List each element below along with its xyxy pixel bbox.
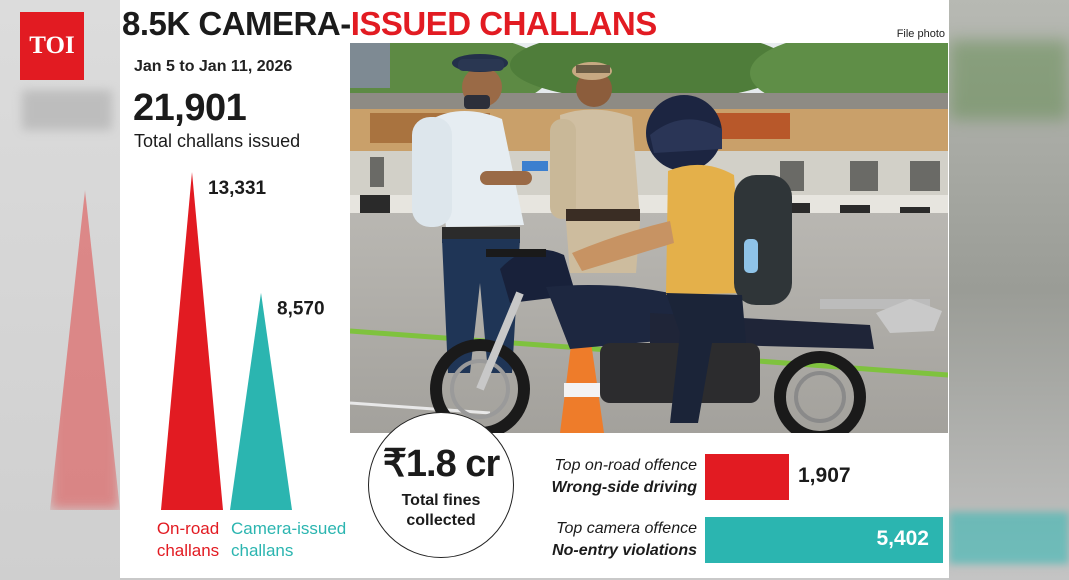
category-label-onroad: On-road challans	[148, 518, 228, 562]
fines-label-line1: Total fines	[401, 492, 481, 509]
onroad-offence-value: 1,907	[798, 464, 851, 487]
blurred-backdrop-right	[949, 0, 1069, 580]
category-label-onroad-line2: challans	[156, 541, 220, 560]
camera-offence-title: Top camera offence	[556, 520, 697, 537]
category-label-camera-line2: challans	[231, 541, 294, 560]
blurred-backdrop-left	[0, 0, 120, 580]
triangle-value-label-onroad: 13,331	[208, 178, 267, 199]
fines-label-line2: collected	[406, 512, 476, 529]
headline-part-2: ISSUED CHALLANS	[350, 5, 658, 42]
fines-label: Total fines collected	[369, 491, 513, 531]
backdrop-blur-bar	[949, 512, 1069, 564]
fines-amount: ₹1.8 cr	[382, 443, 500, 485]
onroad-offence-title: Top on-road offence	[554, 457, 697, 474]
traffic-police-photo	[350, 43, 948, 433]
photo-credit: File photo	[896, 28, 945, 40]
triangle-value-label-camera: 8,570	[277, 299, 325, 320]
triangle-bar-camera	[230, 292, 292, 510]
period-label: Jan 5 to Jan 11, 2026	[134, 58, 293, 75]
fines-circle: ₹1.8 cr Total fines collected	[368, 412, 514, 558]
total-challans-value: 21,901	[133, 87, 247, 129]
infographic-card: 8.5K CAMERA-ISSUED CHALLANS File photo J…	[120, 0, 949, 578]
triangle-bar-onroad	[161, 172, 223, 510]
backdrop-blur-shape	[50, 190, 120, 510]
toi-logo[interactable]: TOI	[20, 12, 84, 80]
backdrop-blur-text	[22, 90, 112, 130]
onroad-offence-bar	[705, 454, 789, 500]
headline: 8.5K CAMERA-ISSUED CHALLANS	[122, 4, 657, 44]
backdrop-blur-foliage	[949, 40, 1069, 120]
camera-offence-value: 5,402	[876, 527, 929, 550]
total-challans-label: Total challans issued	[134, 131, 301, 151]
onroad-offence-name: Wrong-side driving	[551, 479, 697, 496]
camera-offence-name: No-entry violations	[552, 542, 697, 559]
challans-triangle-chart: 13,331 8,570	[161, 172, 325, 510]
camera-offence-bar	[705, 517, 943, 563]
category-label-camera-line1: Camera-issued	[231, 519, 347, 538]
category-label-onroad-line1: On-road	[156, 519, 220, 538]
headline-part-1: 8.5K CAMERA-	[122, 5, 351, 42]
category-label-camera: Camera-issued challans	[231, 518, 361, 562]
